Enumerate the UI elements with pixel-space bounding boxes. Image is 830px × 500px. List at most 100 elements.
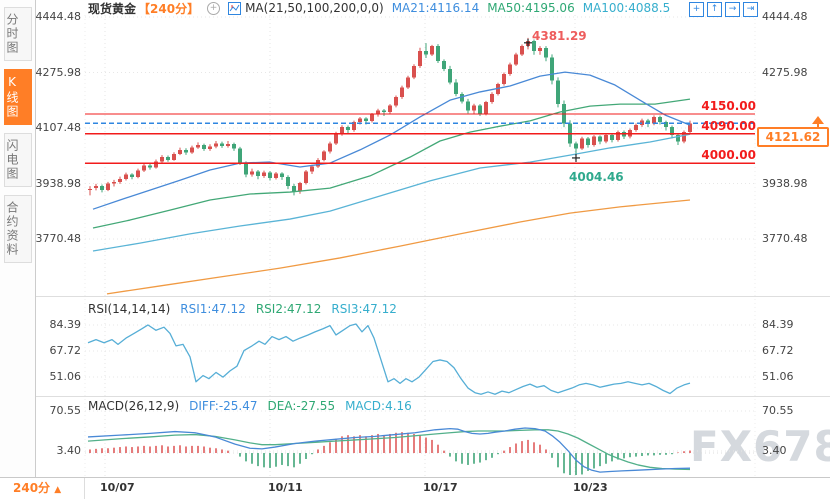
candle bbox=[418, 51, 422, 66]
candle bbox=[364, 118, 368, 121]
macd-y-tick-right: 3.40 bbox=[762, 443, 787, 457]
main-y-tick-left: 4275.98 bbox=[35, 65, 82, 79]
add-indicator-icon[interactable]: + bbox=[207, 1, 221, 15]
sidebar-tab-lightning-chart[interactable]: 闪电图 bbox=[4, 133, 32, 187]
x-axis-date-label: 10/23 bbox=[573, 481, 608, 494]
main-y-tick-right: 4275.98 bbox=[762, 65, 808, 79]
price-level-label: 4090.00 bbox=[701, 118, 756, 133]
macd-y-tick-left: 3.40 bbox=[56, 443, 82, 457]
candle bbox=[424, 51, 428, 55]
chart-header: 现货黄金 【240分】 + MA(21,50,100,200,0,0) MA21… bbox=[88, 1, 671, 16]
rsi-header: RSI(14,14,14) RSI1:47.12 RSI2:47.12 RSI3… bbox=[88, 302, 397, 316]
price-level-label: 4000.00 bbox=[701, 148, 756, 163]
candle bbox=[298, 182, 302, 192]
candle bbox=[598, 136, 602, 142]
rsi-y-tick-right: 84.39 bbox=[762, 318, 794, 331]
candle bbox=[688, 123, 692, 132]
candle bbox=[466, 101, 470, 111]
candle bbox=[520, 46, 524, 55]
chart-toolbar: + ↑ → ⇥ bbox=[689, 2, 758, 17]
period-label: 【240分】 bbox=[138, 1, 200, 16]
price-level-label: 4150.00 bbox=[701, 98, 756, 113]
crosshair-icon[interactable]: + bbox=[689, 2, 704, 17]
candle bbox=[616, 131, 620, 141]
candle bbox=[154, 161, 158, 168]
candle bbox=[100, 186, 104, 191]
candle bbox=[634, 125, 638, 131]
symbol-name: 现货黄金 bbox=[88, 1, 137, 16]
period-selector-label: 240分 bbox=[13, 481, 51, 495]
candle bbox=[106, 183, 110, 191]
sidebar-tab-kline-chart[interactable]: K线图 bbox=[4, 69, 32, 125]
candle bbox=[124, 174, 128, 179]
zoom-x-axis-icon[interactable]: → bbox=[725, 2, 740, 17]
main-y-tick-left: 4444.48 bbox=[35, 10, 82, 23]
candle bbox=[544, 47, 548, 58]
candle bbox=[478, 105, 482, 114]
rsi-y-tick-left: 84.39 bbox=[49, 318, 82, 331]
candle bbox=[232, 143, 236, 149]
rsi-y-tick-right: 51.06 bbox=[762, 370, 794, 383]
candle bbox=[304, 171, 308, 183]
candle bbox=[460, 93, 464, 102]
macd-value: MACD:4.16 bbox=[345, 399, 412, 413]
sidebar-tab-contract-info[interactable]: 合约资料 bbox=[4, 195, 32, 263]
candle bbox=[604, 135, 608, 142]
ma100-value: MA100:4088.5 bbox=[582, 1, 671, 15]
macd-header: MACD(26,12,9) DIFF:-25.47 DEA:-27.55 MAC… bbox=[88, 399, 412, 413]
period-up-arrow-icon: ▲ bbox=[54, 485, 62, 495]
candle bbox=[658, 116, 662, 122]
candle bbox=[262, 172, 266, 177]
main-y-tick-right: 4444.48 bbox=[762, 10, 808, 23]
candle bbox=[346, 126, 350, 131]
candle bbox=[454, 82, 458, 94]
candle bbox=[244, 163, 248, 175]
candle bbox=[166, 157, 170, 160]
period-selector[interactable]: 240分 ▲ bbox=[0, 478, 85, 499]
candle bbox=[664, 121, 668, 127]
ma21-value: MA21:4116.14 bbox=[391, 1, 480, 15]
candle bbox=[646, 120, 650, 124]
x-axis-date-label: 10/07 bbox=[100, 481, 135, 494]
candle bbox=[142, 165, 146, 171]
candle bbox=[532, 41, 536, 52]
last-price-box: 4121.62 bbox=[757, 127, 829, 148]
candle bbox=[490, 93, 494, 103]
goto-latest-icon[interactable]: ⇥ bbox=[743, 2, 758, 17]
candle bbox=[652, 116, 656, 124]
candle bbox=[508, 64, 512, 75]
candle bbox=[538, 47, 542, 52]
candle bbox=[208, 146, 212, 150]
candle bbox=[220, 143, 224, 146]
rsi1-value: RSI1:47.12 bbox=[180, 302, 246, 316]
candle bbox=[184, 149, 188, 153]
candle bbox=[178, 149, 182, 154]
candle bbox=[502, 74, 506, 85]
candle bbox=[550, 57, 554, 81]
macd-dea-value: DEA:-27.55 bbox=[267, 399, 336, 413]
candle bbox=[286, 176, 290, 187]
sidebar-tab-time-chart[interactable]: 分时图 bbox=[4, 7, 32, 61]
candle bbox=[580, 138, 584, 149]
rsi-y-tick-right: 67.72 bbox=[762, 344, 794, 357]
main-y-tick-left: 4107.48 bbox=[35, 121, 82, 134]
candle bbox=[292, 186, 296, 192]
x-axis-bar: 240分 ▲ 10/07 10/11 10/17 10/23 bbox=[0, 477, 830, 499]
chart-type-icon[interactable] bbox=[228, 1, 242, 15]
macd-y-tick-right: 70.55 bbox=[762, 404, 794, 417]
candle bbox=[202, 144, 206, 150]
candle bbox=[436, 46, 440, 61]
rsi-settings-label: RSI(14,14,14) bbox=[88, 302, 171, 316]
candle bbox=[400, 87, 404, 98]
candle bbox=[274, 173, 278, 178]
x-axis-date-label: 10/17 bbox=[423, 481, 458, 494]
candle bbox=[358, 118, 362, 122]
candle bbox=[448, 69, 452, 83]
zoom-y-axis-icon[interactable]: ↑ bbox=[707, 2, 722, 17]
period-low-label: 4004.46 bbox=[569, 169, 624, 184]
candle bbox=[574, 143, 578, 149]
main-y-tick-right: 3770.48 bbox=[762, 232, 808, 245]
candle bbox=[586, 138, 590, 145]
